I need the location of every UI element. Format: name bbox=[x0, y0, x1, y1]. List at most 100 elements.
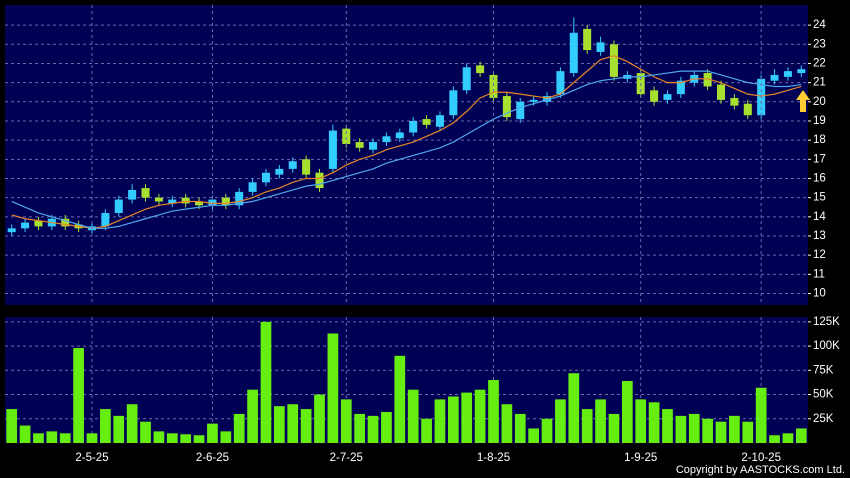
candle-body bbox=[462, 67, 471, 91]
y-tick-label: 18 bbox=[813, 134, 826, 146]
volume-bar bbox=[769, 435, 780, 443]
volume-bar bbox=[340, 399, 352, 443]
volume-bar bbox=[180, 434, 192, 443]
candle-body bbox=[476, 65, 485, 74]
candle-body bbox=[716, 84, 726, 100]
candle-body bbox=[302, 159, 311, 175]
volume-bar bbox=[688, 413, 700, 443]
volume-bar bbox=[662, 409, 673, 443]
y-tick-label: 125K bbox=[813, 316, 840, 328]
volume-bar bbox=[126, 404, 138, 443]
candle-body bbox=[315, 172, 324, 189]
plot-layer: 10 11 12 13 14 15 16 17 18 19 20 21 22 23 24 2-5-25 2-6-… bbox=[5, 5, 840, 464]
volume-bar bbox=[608, 413, 620, 443]
candle-body bbox=[21, 222, 30, 229]
candle-body bbox=[435, 115, 444, 127]
volume-bar bbox=[33, 433, 44, 443]
moving-average-line bbox=[11, 55, 802, 229]
candle-body bbox=[556, 71, 565, 95]
volume-bar bbox=[367, 415, 379, 443]
volume-bar bbox=[581, 409, 593, 443]
y-tick-label: 19 bbox=[813, 115, 826, 127]
volume-bar bbox=[140, 421, 151, 443]
volume-bar bbox=[474, 389, 486, 443]
volume-bar bbox=[247, 389, 258, 443]
y-tick-label: 24 bbox=[813, 19, 826, 31]
volume-bar bbox=[166, 433, 178, 443]
candle-body bbox=[449, 90, 458, 116]
candle-body bbox=[516, 101, 525, 120]
copyright: Copyright by AASTOCKS.com Ltd. bbox=[676, 464, 845, 476]
y-tick-label: 23 bbox=[813, 38, 826, 50]
candle-body bbox=[569, 32, 578, 74]
candle-body bbox=[208, 199, 217, 206]
candle-body bbox=[596, 42, 605, 52]
y-tick-label: 75K bbox=[813, 364, 834, 376]
candle-body bbox=[409, 120, 418, 133]
candle-body bbox=[7, 228, 16, 233]
candle-body bbox=[261, 172, 270, 183]
candle-body bbox=[543, 96, 552, 102]
volume-bar bbox=[729, 415, 740, 443]
volume-bar bbox=[300, 409, 312, 443]
candle-body bbox=[730, 97, 739, 106]
arrow-icon bbox=[796, 90, 810, 112]
volume-bar bbox=[648, 402, 660, 443]
candle-body bbox=[650, 90, 659, 102]
volume-bar bbox=[407, 389, 419, 443]
volume-bar bbox=[447, 396, 459, 443]
y-tick-label: 22 bbox=[813, 57, 826, 69]
x-tick-label: 2-6-25 bbox=[196, 452, 229, 464]
candle-body bbox=[676, 80, 685, 95]
candle-body bbox=[221, 197, 230, 206]
y-tick-label: 13 bbox=[813, 230, 826, 242]
x-tick-label: 1-9-25 bbox=[624, 452, 657, 464]
volume-bar bbox=[568, 373, 580, 443]
volume-bar bbox=[421, 418, 432, 443]
volume-bar bbox=[782, 433, 794, 443]
volume-bar bbox=[354, 413, 366, 443]
volume-bar bbox=[621, 380, 633, 443]
volume-bar bbox=[742, 421, 754, 443]
candle-body bbox=[61, 218, 70, 227]
price-panel bbox=[5, 5, 808, 305]
candle-body bbox=[128, 189, 137, 200]
candle-body bbox=[34, 220, 43, 227]
candle-body bbox=[101, 212, 110, 227]
volume-bar bbox=[73, 348, 84, 443]
volume-bar bbox=[434, 399, 446, 443]
volume-bar bbox=[207, 423, 218, 443]
volume-bar bbox=[6, 409, 18, 443]
volume-bar bbox=[715, 421, 727, 443]
volume-bar bbox=[555, 399, 566, 443]
y-tick-label: 12 bbox=[813, 249, 826, 261]
y-tick-label: 100K bbox=[813, 340, 840, 352]
candle-body bbox=[154, 197, 163, 202]
volume-bar bbox=[153, 431, 165, 443]
x-tick-label: 2-10-25 bbox=[741, 452, 781, 464]
candle-body bbox=[743, 103, 752, 116]
volume-bar bbox=[702, 418, 713, 443]
candle-body bbox=[275, 168, 284, 175]
volume-bar bbox=[59, 433, 71, 443]
candle-body bbox=[529, 99, 538, 102]
candle-body bbox=[288, 161, 297, 169]
candle-body bbox=[168, 199, 177, 204]
candle-body bbox=[248, 182, 257, 192]
y-tick-label: 15 bbox=[813, 192, 826, 204]
volume-bar bbox=[100, 409, 111, 443]
candle-body bbox=[489, 74, 498, 98]
volume-bar bbox=[528, 428, 539, 443]
volume-panel bbox=[5, 317, 808, 443]
candle-body bbox=[355, 142, 364, 148]
volume-bar bbox=[755, 387, 767, 443]
y-tick-label: 10 bbox=[813, 288, 826, 300]
candle-body bbox=[382, 136, 391, 143]
candle-body bbox=[797, 69, 806, 74]
candle-body bbox=[342, 128, 351, 144]
volume-bar bbox=[220, 431, 232, 443]
candle-body bbox=[235, 191, 244, 206]
volume-bar bbox=[19, 425, 31, 443]
candle-body bbox=[609, 44, 618, 77]
